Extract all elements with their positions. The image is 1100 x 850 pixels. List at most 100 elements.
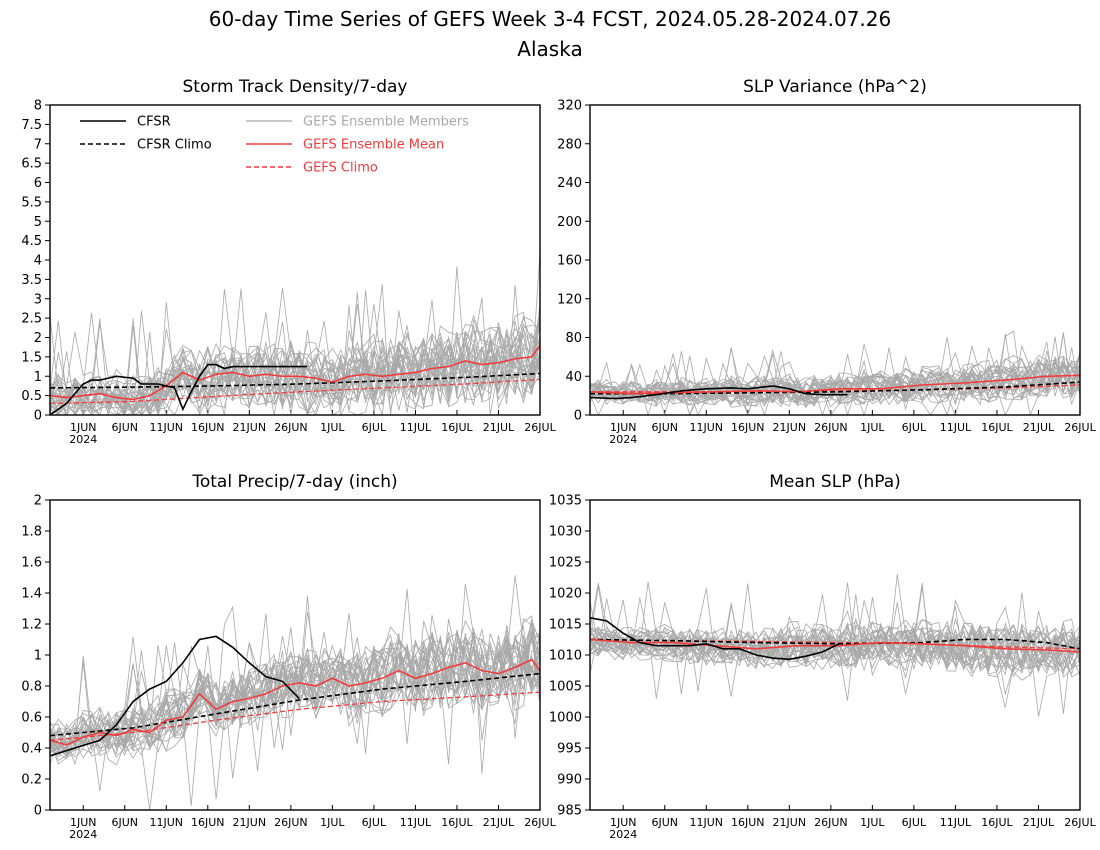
- panel-title: SLP Variance (hPa^2): [743, 77, 927, 97]
- y-tick-label: 7.5: [21, 118, 42, 133]
- plot-frame: [589, 499, 1081, 811]
- legend-item-cfsr: CFSR: [80, 115, 171, 130]
- plot-frame: [49, 104, 541, 416]
- y-tick-label: 0: [574, 409, 582, 424]
- figure-title: 60-day Time Series of GEFS Week 3-4 FCST…: [209, 7, 891, 31]
- x-tick-label: 26JUL: [524, 816, 556, 829]
- y-tick-label: 6: [34, 176, 42, 191]
- y-tick-label: 240: [557, 176, 582, 191]
- ensemble-member-line: [590, 628, 1080, 675]
- x-tick-label: 6JUL: [362, 421, 387, 434]
- x-tick-label: 1JUL: [320, 816, 345, 829]
- x-tick-label: 21JUL: [1023, 421, 1055, 434]
- series-cfsr-climo: [50, 372, 540, 389]
- x-tick-label: 16JUN: [191, 816, 225, 829]
- panel-1: Storm Track Density/7-day 0 0.5 1 1.5 2 2.5 3 3.…: [21, 77, 556, 446]
- y-tick-label: 0.8: [21, 680, 42, 695]
- ensemble-member-line: [50, 624, 540, 757]
- ensemble-member-line: [50, 328, 540, 415]
- y-tick-label: 0: [34, 804, 42, 819]
- x-tick-label: 26JUL: [524, 421, 556, 434]
- panel-2: SLP Variance (hPa^2) 0 40 80 120 160 200 240 280…: [557, 77, 1096, 446]
- x-tick-label: 6JUL: [902, 816, 927, 829]
- x-tick-label: 11JUN: [150, 816, 184, 829]
- y-tick-label: 8: [34, 99, 42, 114]
- series-cfsr: [50, 363, 308, 415]
- series-cfsr: [590, 385, 848, 400]
- ensemble-member-line: [590, 598, 1080, 673]
- series-cfsr-climo: [590, 381, 1080, 395]
- y-tick-label: 160: [557, 254, 582, 269]
- x-tick-label: 1JUN: [610, 421, 637, 434]
- x-year-label: 2024: [69, 828, 97, 841]
- series-mean: [50, 658, 540, 746]
- figure-subtitle: Alaska: [517, 37, 582, 61]
- panel-title: Total Precip/7-day (inch): [191, 472, 397, 492]
- x-tick-label: 6JUN: [111, 816, 138, 829]
- ensemble-member-line: [590, 582, 1080, 671]
- x-tick-label: 11JUN: [690, 816, 724, 829]
- x-tick-label: 1JUL: [320, 421, 345, 434]
- x-tick-label: 16JUL: [441, 816, 473, 829]
- plot-area: [50, 575, 540, 810]
- plot-area: [590, 330, 1080, 415]
- legend-item-mean: GEFS Ensemble Mean: [246, 138, 444, 153]
- plot-area: [590, 574, 1080, 717]
- ensemble-members: [50, 575, 540, 810]
- ensemble-member-line: [50, 323, 540, 412]
- x-tick-label: 26JUL: [1064, 421, 1096, 434]
- plot-area: [50, 251, 540, 415]
- y-tick-label: 1.2: [21, 618, 42, 633]
- y-tick-label: 2: [34, 331, 42, 346]
- y-tick-label: 985: [557, 804, 582, 819]
- panel-title: Mean SLP (hPa): [769, 472, 901, 492]
- panel-3: Total Precip/7-day (inch)00.20.40.60.811…: [21, 472, 556, 841]
- y-tick-label: 2.5: [21, 312, 42, 327]
- x-tick-label: 26JUL: [1064, 816, 1096, 829]
- panel-title: Storm Track Density/7-day: [183, 77, 408, 97]
- ensemble-member-line: [590, 626, 1080, 664]
- y-tick-label: 7: [34, 137, 42, 152]
- ensemble-member-line: [50, 319, 540, 415]
- y-tick-label: 1005: [549, 680, 582, 695]
- y-tick-label: 1: [34, 649, 42, 664]
- x-tick-label: 1JUN: [70, 816, 97, 829]
- x-tick-label: 16JUL: [441, 421, 473, 434]
- y-tick-label: 995: [557, 742, 582, 757]
- panel-4: Mean SLP (hPa) 985 990 995 1000 1005 1010 1015 1…: [549, 472, 1097, 841]
- x-year-label: 2024: [609, 828, 637, 841]
- x-tick-label: 1JUL: [860, 421, 885, 434]
- x-tick-label: 21JUN: [233, 421, 267, 434]
- y-tick-label: 1025: [549, 556, 582, 571]
- x-tick-label: 11JUN: [690, 421, 724, 434]
- x-tick-label: 21JUL: [483, 421, 515, 434]
- y-tick-label: 3: [34, 292, 42, 307]
- y-tick-label: 0.5: [21, 389, 42, 404]
- ensemble-member-line: [50, 284, 540, 415]
- x-tick-label: 16JUL: [981, 421, 1013, 434]
- x-tick-label: 21JUN: [233, 816, 267, 829]
- legend-label: GEFS Climo: [303, 161, 378, 176]
- x-tick-label: 21JUN: [773, 816, 807, 829]
- y-tick-label: 1015: [549, 618, 582, 633]
- y-tick-label: 5: [34, 215, 42, 230]
- legend-label: CFSR Climo: [137, 138, 212, 153]
- ensemble-member-line: [590, 601, 1080, 671]
- y-tick-label: 80: [565, 331, 582, 346]
- x-tick-label: 16JUN: [731, 816, 765, 829]
- x-tick-label: 6JUN: [651, 421, 678, 434]
- panels: Storm Track Density/7-day 0 0.5 1 1.5 2 2.5 3 3.…: [21, 77, 1096, 841]
- legend-item-gefs-climo: GEFS Climo: [246, 161, 378, 176]
- y-tick-label: 990: [557, 773, 582, 788]
- y-tick-label: 1030: [549, 525, 582, 540]
- legend-item-members: GEFS Ensemble Members: [246, 115, 469, 130]
- x-tick-label: 11JUN: [150, 421, 184, 434]
- x-tick-label: 11JUL: [940, 816, 972, 829]
- series-mean: [50, 344, 540, 401]
- plot-frame: [589, 104, 1081, 416]
- ensemble-member-line: [50, 311, 540, 403]
- y-tick-label: 6.5: [21, 157, 42, 172]
- ensemble-member-line: [50, 623, 540, 791]
- x-tick-label: 6JUL: [902, 421, 927, 434]
